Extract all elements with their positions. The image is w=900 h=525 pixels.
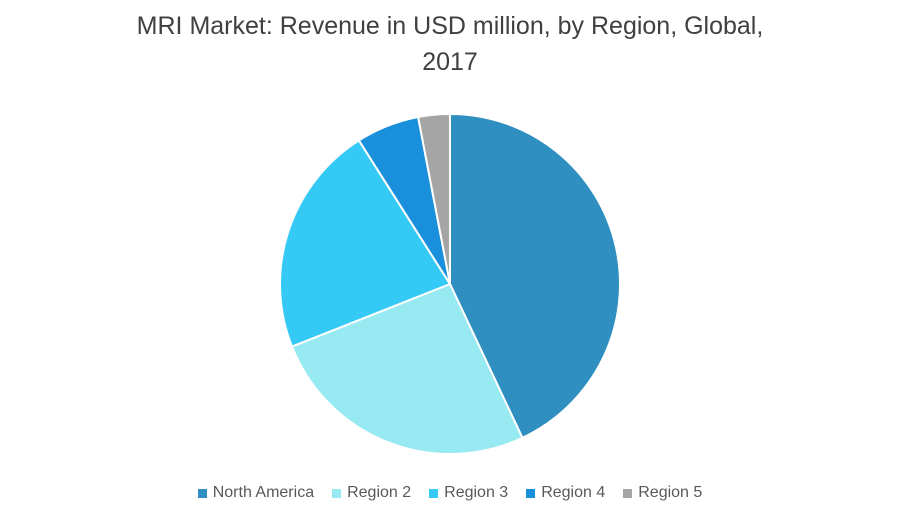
legend-swatch bbox=[197, 488, 207, 498]
legend-item: Region 2 bbox=[332, 484, 411, 502]
legend-item: Region 4 bbox=[526, 484, 605, 502]
legend-label: Region 4 bbox=[541, 484, 606, 501]
chart bbox=[279, 112, 622, 456]
legend-item: Region 3 bbox=[429, 484, 508, 502]
legend: North America Region 2 Region 3 Region 4 Reg… bbox=[0, 484, 900, 502]
legend-item: Region 5 bbox=[623, 484, 702, 502]
legend-label: Region 2 bbox=[347, 484, 412, 501]
legend-swatch bbox=[429, 488, 439, 498]
pie-slice bbox=[416, 112, 451, 285]
legend-item: North America bbox=[197, 484, 315, 502]
legend-label: Region 3 bbox=[444, 484, 509, 501]
pie-slice bbox=[449, 112, 622, 440]
legend-label: Region 5 bbox=[638, 484, 703, 501]
legend-swatch bbox=[623, 488, 633, 498]
pie-slice bbox=[290, 282, 524, 456]
legend-label: North America bbox=[212, 484, 315, 501]
pie-slice bbox=[279, 139, 452, 348]
chart-title: MRI Market: Revenue in USD million, by R… bbox=[136, 12, 764, 76]
legend-swatch bbox=[526, 488, 536, 498]
legend-swatch bbox=[332, 488, 342, 498]
